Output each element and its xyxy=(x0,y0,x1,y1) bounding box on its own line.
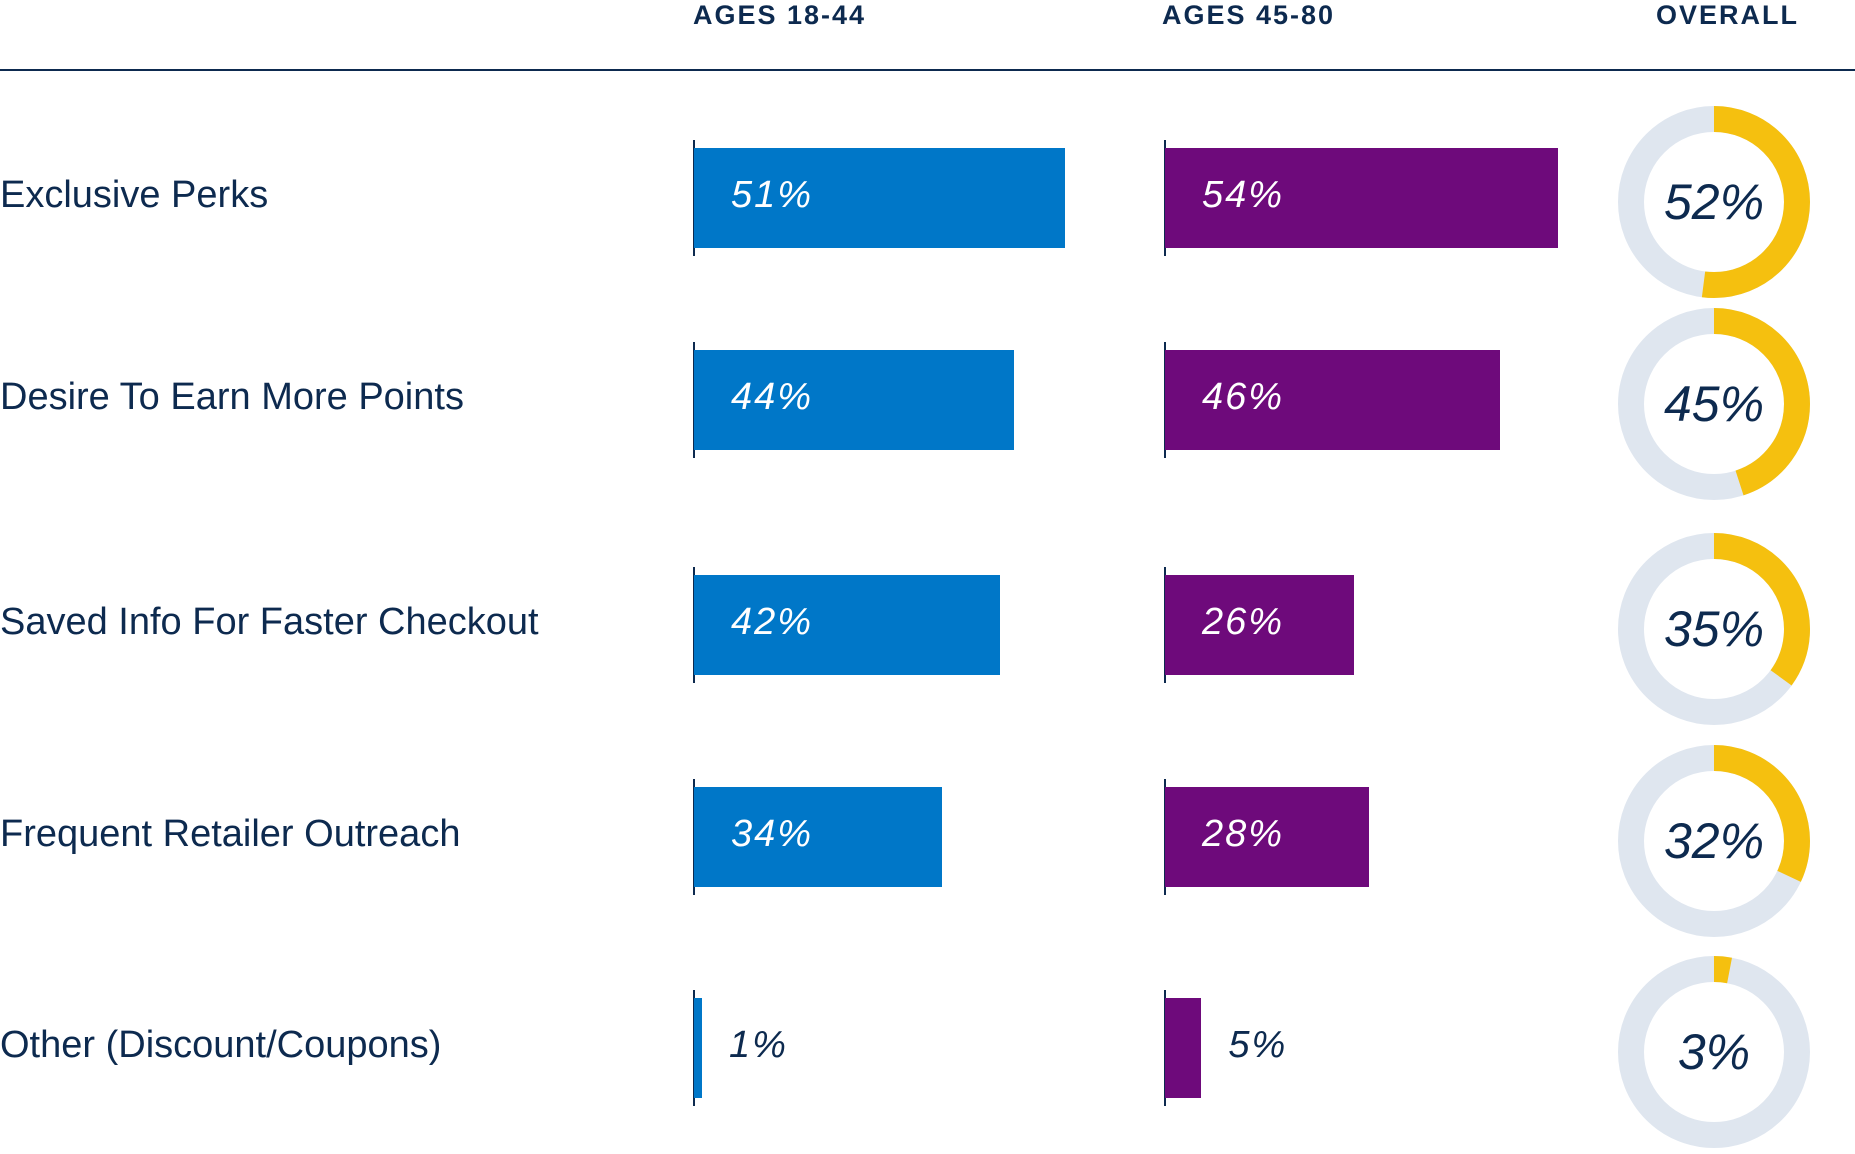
category-label-frequent-retailer-outreach: Frequent Retailer Outreach xyxy=(0,813,461,855)
header-overall: OVERALL xyxy=(1656,0,1800,30)
bar-value-label: 42% xyxy=(731,601,814,643)
bar-old-exclusive-perks xyxy=(1165,148,1559,248)
donut-value-arc xyxy=(1618,533,1810,725)
bar-old-saved-info-for-faster-checkout xyxy=(1165,575,1355,675)
donut-overall-desire-to-earn-more-points: 45% xyxy=(1618,308,1810,500)
bar-value-label: 1% xyxy=(729,1024,788,1066)
bar-young-exclusive-perks xyxy=(694,148,1066,248)
bar-young-saved-info-for-faster-checkout xyxy=(694,575,1000,675)
donut-value-label: 32% xyxy=(1664,813,1764,869)
donut-value-label: 52% xyxy=(1664,174,1764,230)
bar-value-label: 44% xyxy=(731,376,814,418)
donut-value-label: 35% xyxy=(1664,601,1764,657)
donut-value-label: 45% xyxy=(1664,376,1764,432)
header-divider xyxy=(0,69,1855,71)
bar-old-desire-to-earn-more-points xyxy=(1165,350,1500,450)
header-ages-45-80: AGES 45-80 xyxy=(1162,0,1336,30)
donut-overall-exclusive-perks: 52% xyxy=(1618,106,1810,298)
donut-value-arc xyxy=(1618,956,1810,1148)
donut-value-arc xyxy=(1618,106,1810,298)
bar-value-label: 5% xyxy=(1228,1024,1288,1066)
bar-value-label: 28% xyxy=(1202,813,1285,855)
donut-value-arc xyxy=(1618,308,1810,500)
category-label-saved-info-for-faster-checkout: Saved Info For Faster Checkout xyxy=(0,601,539,643)
bar-value-label: 26% xyxy=(1202,601,1285,643)
bar-old-frequent-retailer-outreach xyxy=(1165,787,1369,887)
donut-value-label: 3% xyxy=(1678,1024,1750,1080)
donut-overall-saved-info-for-faster-checkout: 35% xyxy=(1618,533,1810,725)
bar-old-other-discount-coupons xyxy=(1165,998,1202,1098)
bar-young-frequent-retailer-outreach xyxy=(694,787,942,887)
bar-value-label: 54% xyxy=(1202,174,1285,216)
header-ages-18-44: AGES 18-44 xyxy=(693,0,867,30)
donut-overall-other-discount-coupons: 3% xyxy=(1618,956,1810,1148)
bar-young-desire-to-earn-more-points xyxy=(694,350,1015,450)
category-label-other-discount-coupons: Other (Discount/Coupons) xyxy=(0,1024,442,1066)
bar-value-label: 34% xyxy=(731,813,814,855)
category-label-exclusive-perks: Exclusive Perks xyxy=(0,174,269,216)
donut-overall-frequent-retailer-outreach: 32% xyxy=(1618,745,1810,937)
category-label-desire-to-earn-more-points: Desire To Earn More Points xyxy=(0,376,464,418)
bar-value-label: 51% xyxy=(731,174,814,216)
bar-young-other-discount-coupons xyxy=(694,998,702,1098)
bar-value-label: 46% xyxy=(1202,376,1285,418)
donut-value-arc xyxy=(1618,745,1810,937)
